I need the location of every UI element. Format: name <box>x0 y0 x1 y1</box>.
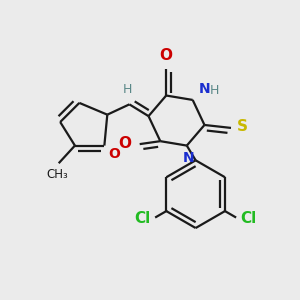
Text: O: O <box>118 136 131 151</box>
Text: Cl: Cl <box>135 211 151 226</box>
Text: O: O <box>160 47 173 62</box>
Text: N: N <box>199 82 210 95</box>
Text: H: H <box>210 84 219 97</box>
Text: S: S <box>237 119 248 134</box>
Text: H: H <box>123 83 133 96</box>
Text: CH₃: CH₃ <box>46 168 68 181</box>
Text: O: O <box>108 147 120 161</box>
Text: N: N <box>182 151 194 165</box>
Text: Cl: Cl <box>241 211 257 226</box>
